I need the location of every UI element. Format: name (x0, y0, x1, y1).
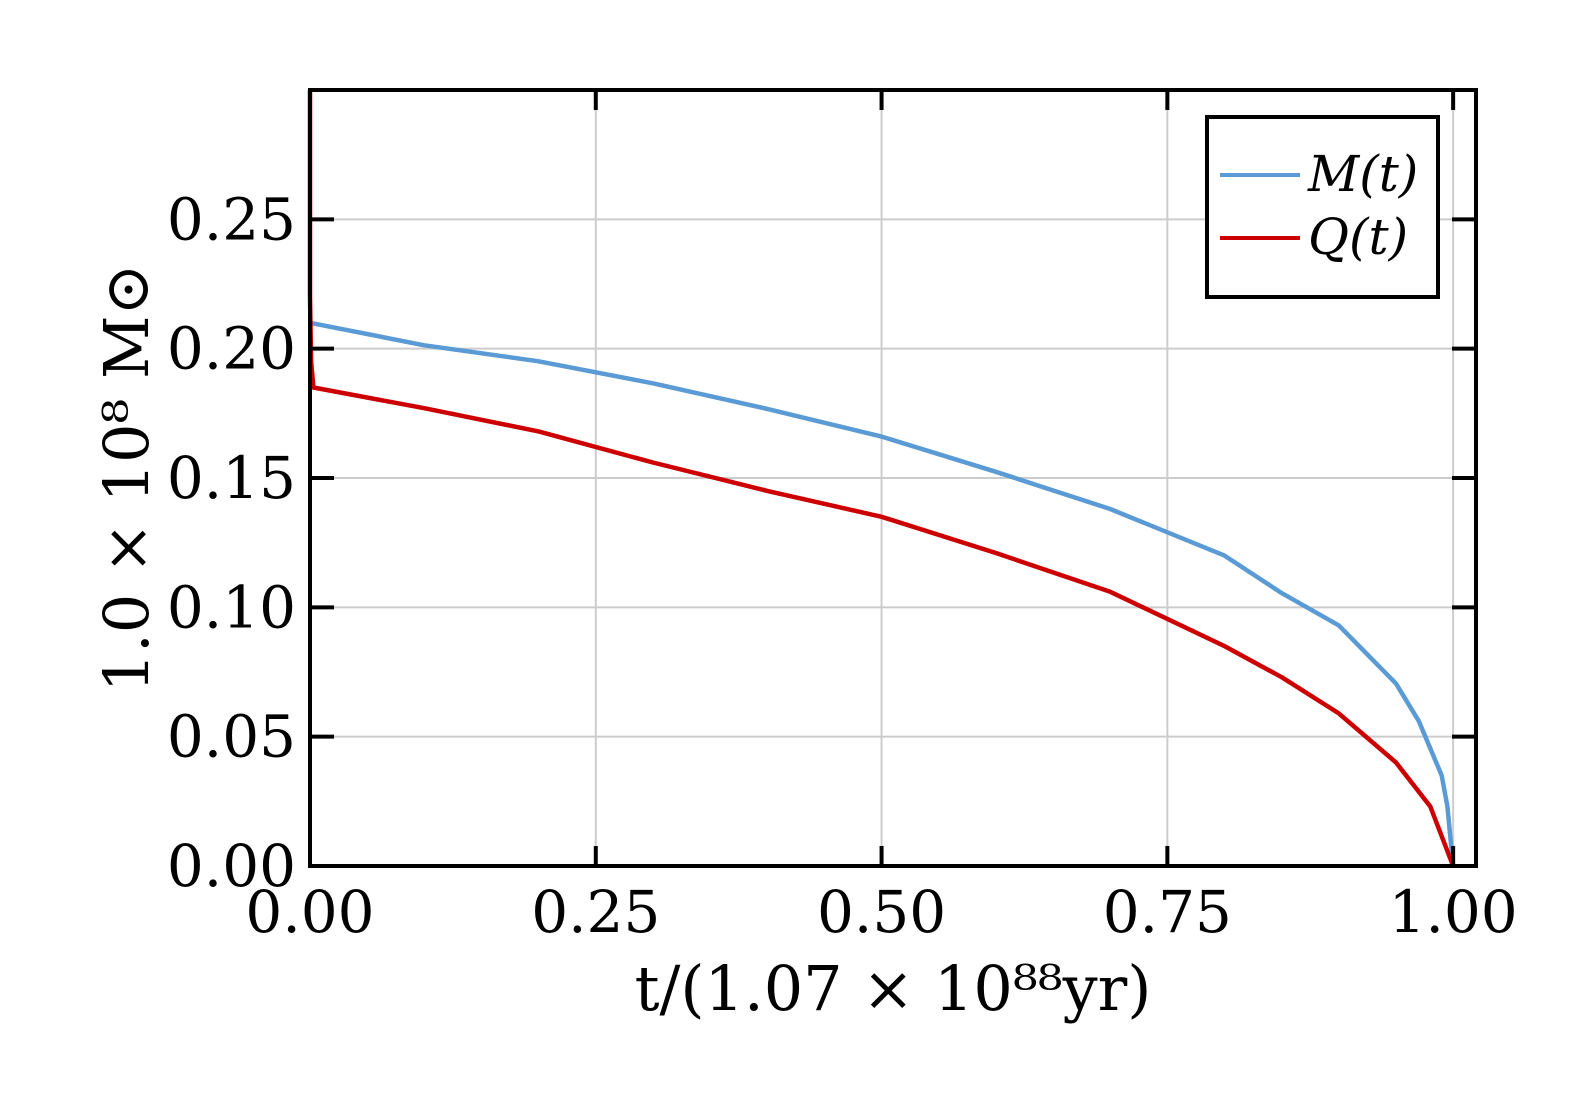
y-tick-label: 0.20 (167, 315, 296, 383)
x-tick-label: 0.00 (245, 878, 374, 946)
legend-label-q: Q(t) (1308, 208, 1408, 266)
y-tick-label: 0.00 (167, 832, 296, 900)
x-tick-label: 0.50 (817, 878, 946, 946)
y-tick-label: 0.15 (167, 444, 296, 512)
y-tick-label: 0.10 (167, 573, 296, 641)
series-line-m (309, 320, 1456, 867)
ticks (308, 90, 1476, 868)
legend-label-m: M(t) (1307, 145, 1418, 203)
x-tick-label: 0.25 (531, 878, 660, 946)
x-axis-title: t/(1.07 × 10⁸⁸yr) (635, 952, 1152, 1025)
tick-labels: 0.00 0.25 0.50 0.75 1.00 0.00 0.05 0.10 0.15 0.20… (167, 185, 1518, 946)
series-line-q (307, 90, 1456, 867)
series-layer (307, 90, 1456, 867)
x-tick-label: 0.75 (1103, 878, 1232, 946)
y-axis-title: 1.0 × 10⁸ M⊙ (90, 264, 163, 693)
legend-box (1205, 115, 1440, 299)
x-tick-label: 1.00 (1389, 878, 1518, 946)
legend: M(t) Q(t) (1205, 115, 1440, 299)
y-tick-label: 0.05 (167, 703, 296, 771)
y-tick-label: 0.25 (167, 185, 296, 253)
